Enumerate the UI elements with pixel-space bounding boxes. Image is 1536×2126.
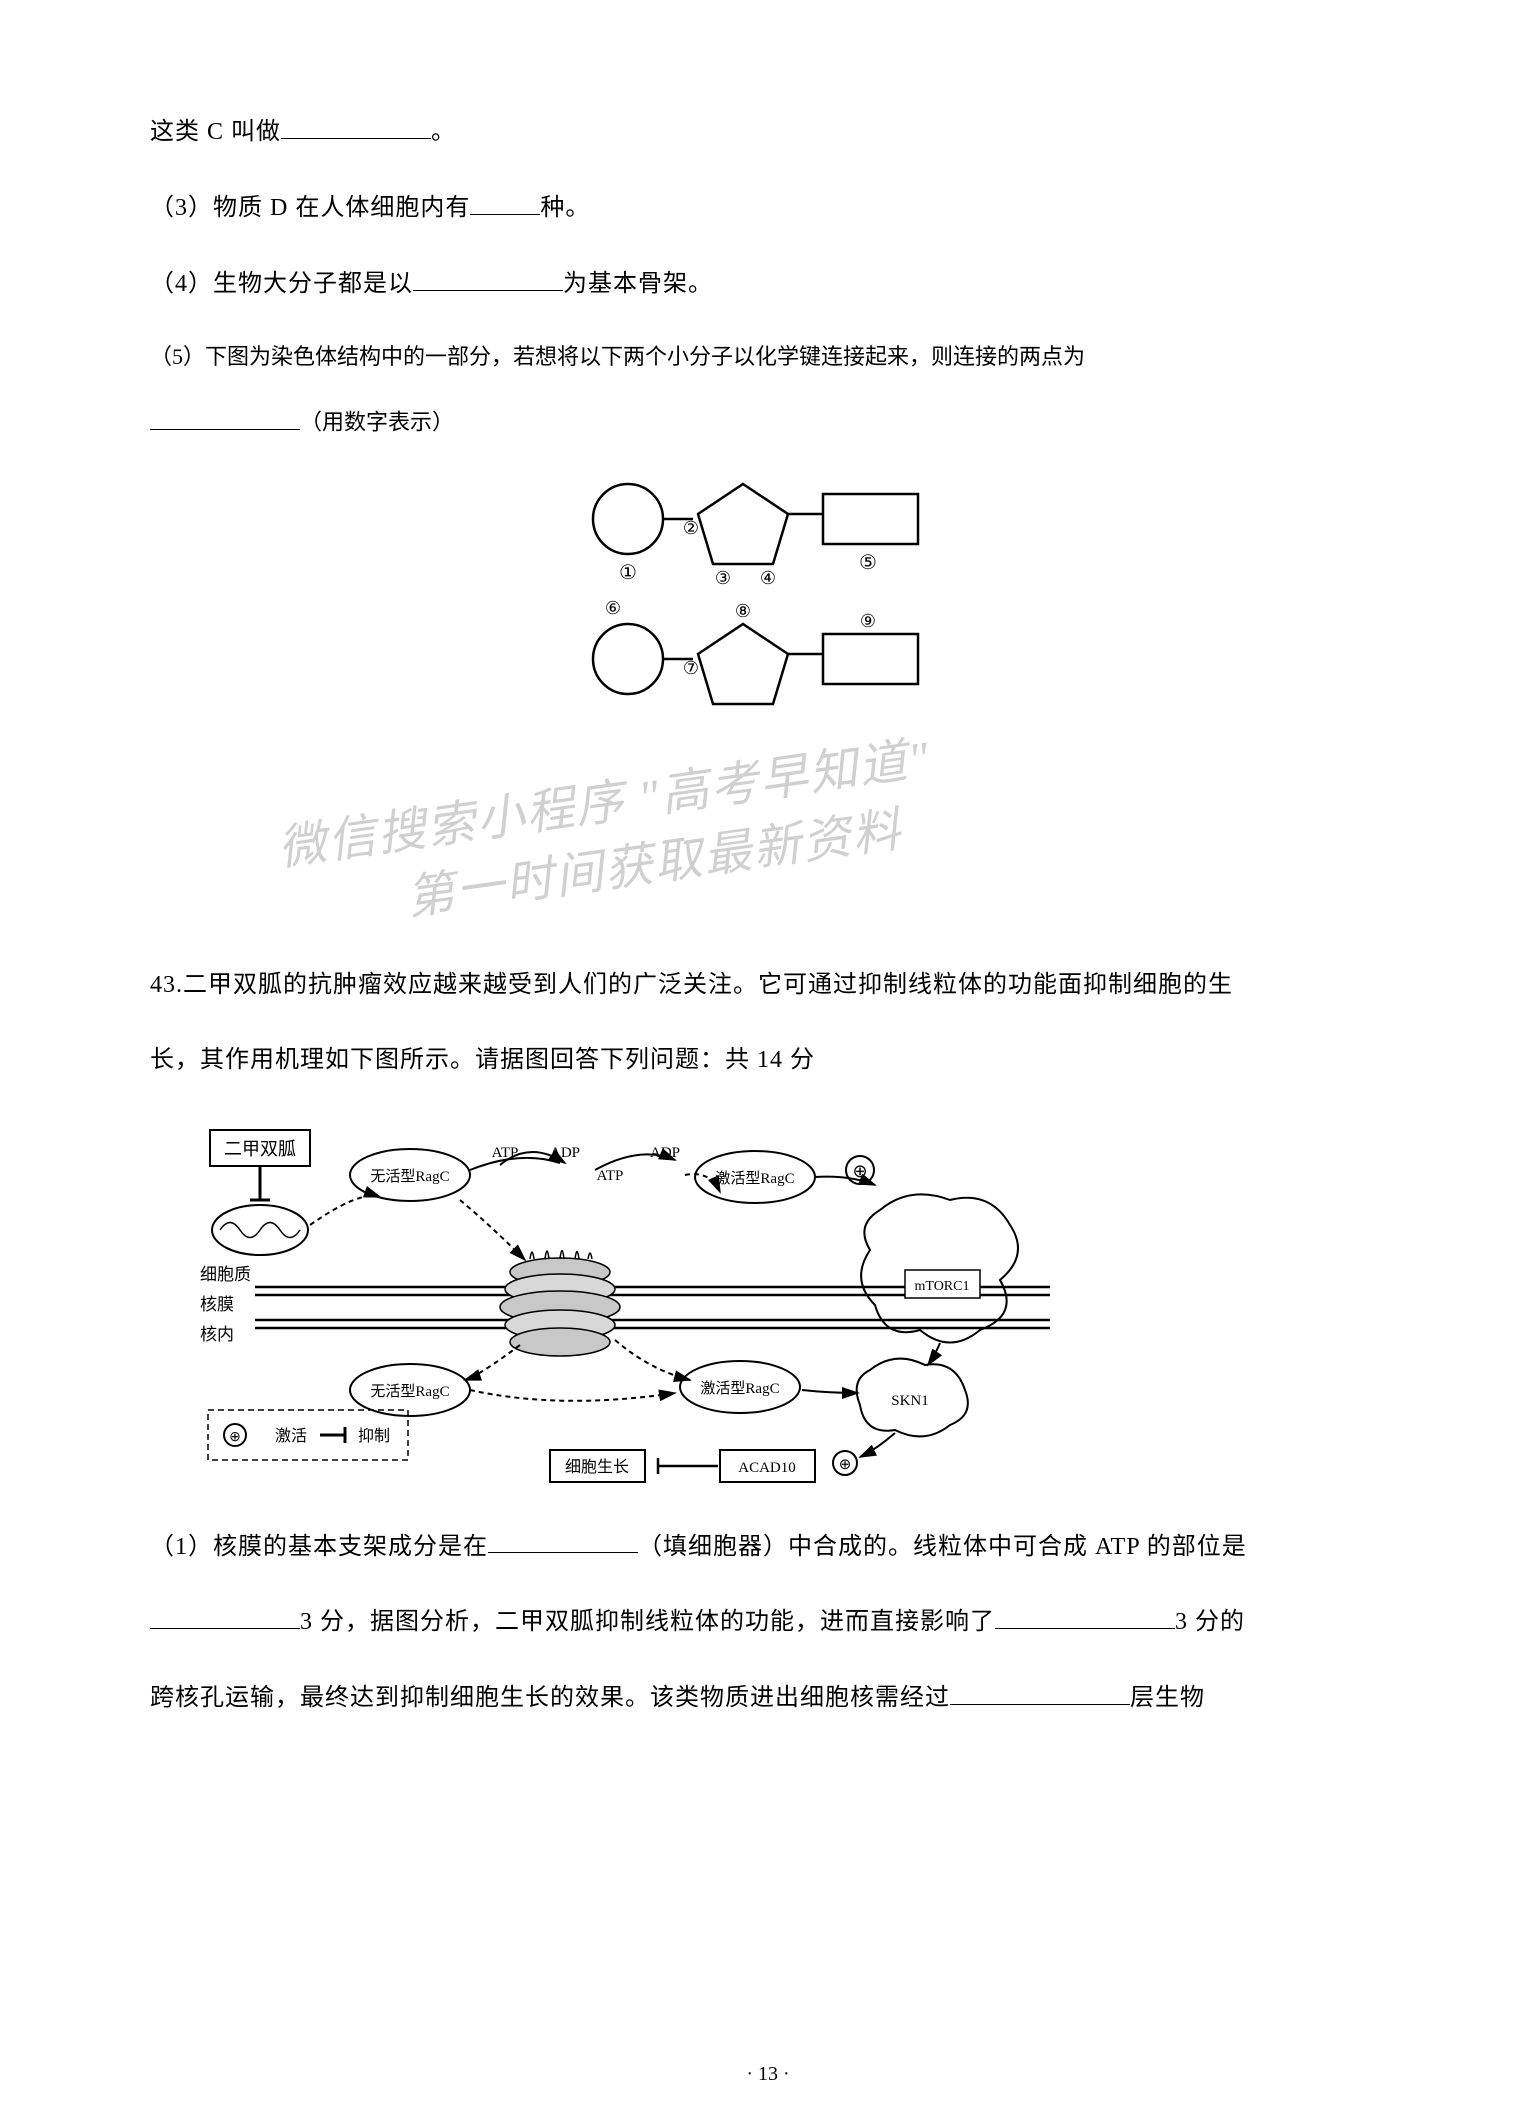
blank-field[interactable] [150,1600,300,1629]
label-9: ⑨ [860,611,876,631]
text: （5）下图为染色体结构中的一部分，若想将以下两个小分子以化学键连接起来，则连接的… [150,344,1085,369]
plus-legend-icon: ⊕ [229,1430,241,1445]
inactive-ragc-bot: 无活型RagC [370,1383,449,1400]
label-4: ④ [760,568,776,588]
text: 3 分的 [1175,1609,1245,1635]
label-2: ② [683,518,699,538]
cytoplasm-label: 细胞质 [200,1265,251,1284]
blank-field[interactable] [488,1525,638,1554]
text: 跨核孔运输，最终达到抑制细胞生长的效果。该类物质进出细胞核需经过 [150,1685,950,1711]
line-c-type: 这类 C 叫做 。 [150,110,1386,154]
activate-label: 激活 [275,1427,307,1445]
label-7: ⑦ [683,658,699,678]
skn1-label: SKN1 [891,1393,929,1409]
label-8: ⑧ [735,601,751,621]
active-ragc-top: 激活型RagC [715,1170,794,1187]
line-sub3: 跨核孔运输，最终达到抑制细胞生长的效果。该类物质进出细胞核需经过 层生物 [150,1676,1386,1720]
text: 这类 C 叫做 [150,119,281,145]
metformin-label: 二甲双胍 [224,1139,296,1159]
mtorc1-label: mTORC1 [915,1279,970,1294]
text: （3）物质 D 在人体细胞内有 [150,195,470,221]
nucleus-label: 核内 [200,1325,234,1344]
blank-field[interactable] [470,186,540,215]
text: （4）生物大分子都是以 [150,271,413,297]
blank-field[interactable] [950,1676,1130,1705]
atp-label2: ATP [597,1168,624,1184]
text: 层生物 [1130,1685,1205,1711]
text: （1）核膜的基本支架成分是在 [150,1533,488,1559]
text: （填细胞器）中合成的。线粒体中可合成 ATP 的部位是 [638,1533,1247,1559]
label-6: ⑥ [605,598,621,618]
nucleotide-diagram: ① ② ③ ④ ⑤ ⑥ ⑦ ⑧ ⑨ [150,469,1386,734]
plus-icon: ⊕ [852,1161,867,1181]
line-sub1: （1）核膜的基本支架成分是在 （填细胞器）中合成的。线粒体中可合成 ATP 的部位… [150,1525,1386,1569]
adp-label: ADP [550,1145,580,1161]
bio-mechanism-diagram: 二甲双胍 细胞质 核膜 核内 [180,1115,1386,1500]
page-number: · 13 · [0,2063,1536,2086]
text: 3 分，据图分析，二甲双胍抑制线粒体的功能，进而直接影响了 [300,1609,995,1635]
blank-field[interactable] [995,1600,1175,1629]
plus-icon2: ⊕ [839,1457,852,1473]
active-ragc-bot: 激活型RagC [700,1380,779,1397]
text: 为基本骨架。 [563,271,713,297]
text: 。 [431,119,456,145]
acad10-label: ACAD10 [738,1460,796,1476]
line-q3: （3）物质 D 在人体细胞内有 种。 [150,186,1386,230]
line-sub2: 3 分，据图分析，二甲双胍抑制线粒体的功能，进而直接影响了 3 分的 [150,1600,1386,1644]
inactive-ragc-top: 无活型RagC [370,1168,449,1185]
line-q5b: （用数字表示） [150,403,1386,441]
adp-label2: ADP [650,1145,680,1161]
cellgrowth-label: 细胞生长 [565,1458,629,1476]
inhibit-label: 抑制 [358,1427,390,1445]
label-5: ⑤ [859,552,877,574]
blank-field[interactable] [150,403,300,429]
line-q43a: 43.二甲双胍的抗肿瘤效应越来越受到人们的广泛关注。它可通过抑制线粒体的功能面抑… [150,964,1386,1007]
line-q5: （5）下图为染色体结构中的一部分，若想将以下两个小分子以化学键连接起来，则连接的… [150,338,1386,375]
line-q4: （4）生物大分子都是以 为基本骨架。 [150,262,1386,306]
nucmembrane-label: 核膜 [200,1295,234,1314]
text: 43.二甲双胍的抗肿瘤效应越来越受到人们的广泛关注。它可通过抑制线粒体的功能面抑… [150,972,1233,998]
text: （用数字表示） [300,410,454,435]
label-1: ① [619,562,637,584]
blank-field[interactable] [413,262,563,291]
blank-field[interactable] [281,110,431,139]
text: 长，其作用机理如下图所示。请据图回答下列问题：共 14 分 [150,1047,815,1073]
text: 种。 [540,195,590,221]
label-3: ③ [715,568,731,588]
line-q43b: 长，其作用机理如下图所示。请据图回答下列问题：共 14 分 [150,1039,1386,1082]
